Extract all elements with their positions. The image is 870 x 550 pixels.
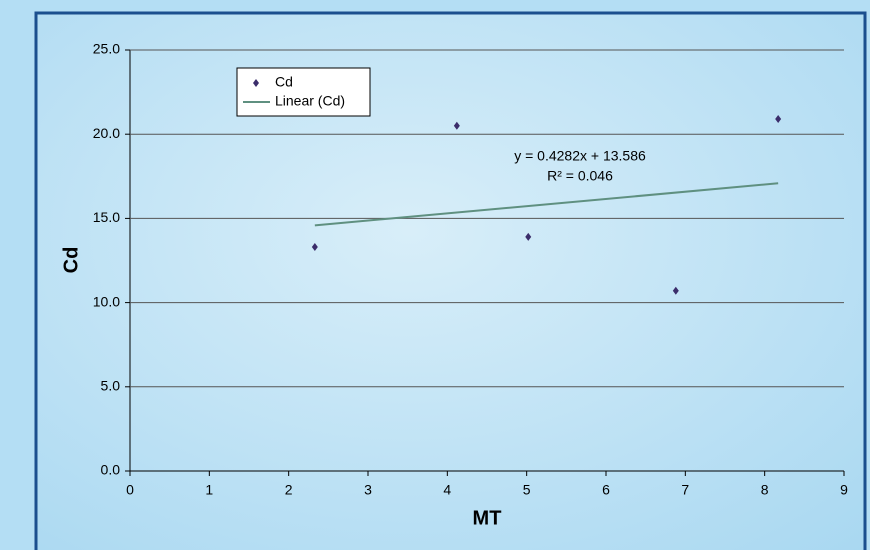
x-tick-label: 0 [126,482,134,498]
x-axis-title: MT [473,507,502,529]
x-tick-label: 3 [364,482,372,498]
x-tick-label: 2 [285,482,293,498]
x-tick-label: 5 [523,482,531,498]
legend-label: Linear (Cd) [275,93,345,109]
x-tick-label: 7 [681,482,689,498]
x-tick-label: 1 [205,482,213,498]
y-axis-title: Cd [60,247,82,274]
legend-label: Cd [275,74,293,90]
frame [36,13,865,550]
y-tick-label: 5.0 [101,378,121,394]
trendline-equation: y = 0.4282x + 13.586 [514,148,646,164]
y-tick-label: 25.0 [93,41,120,57]
trendline-r-squared: R² = 0.046 [547,168,613,184]
y-tick-label: 0.0 [101,462,121,478]
x-tick-label: 4 [443,482,451,498]
x-tick-label: 6 [602,482,610,498]
x-tick-label: 8 [761,482,769,498]
y-tick-label: 10.0 [93,293,120,309]
y-tick-label: 20.0 [93,125,120,141]
y-tick-label: 15.0 [93,209,120,225]
x-tick-label: 9 [840,482,848,498]
chart: Cd MT y = 0.4282x + 13.586 R² = 0.046 Cd… [0,0,870,550]
